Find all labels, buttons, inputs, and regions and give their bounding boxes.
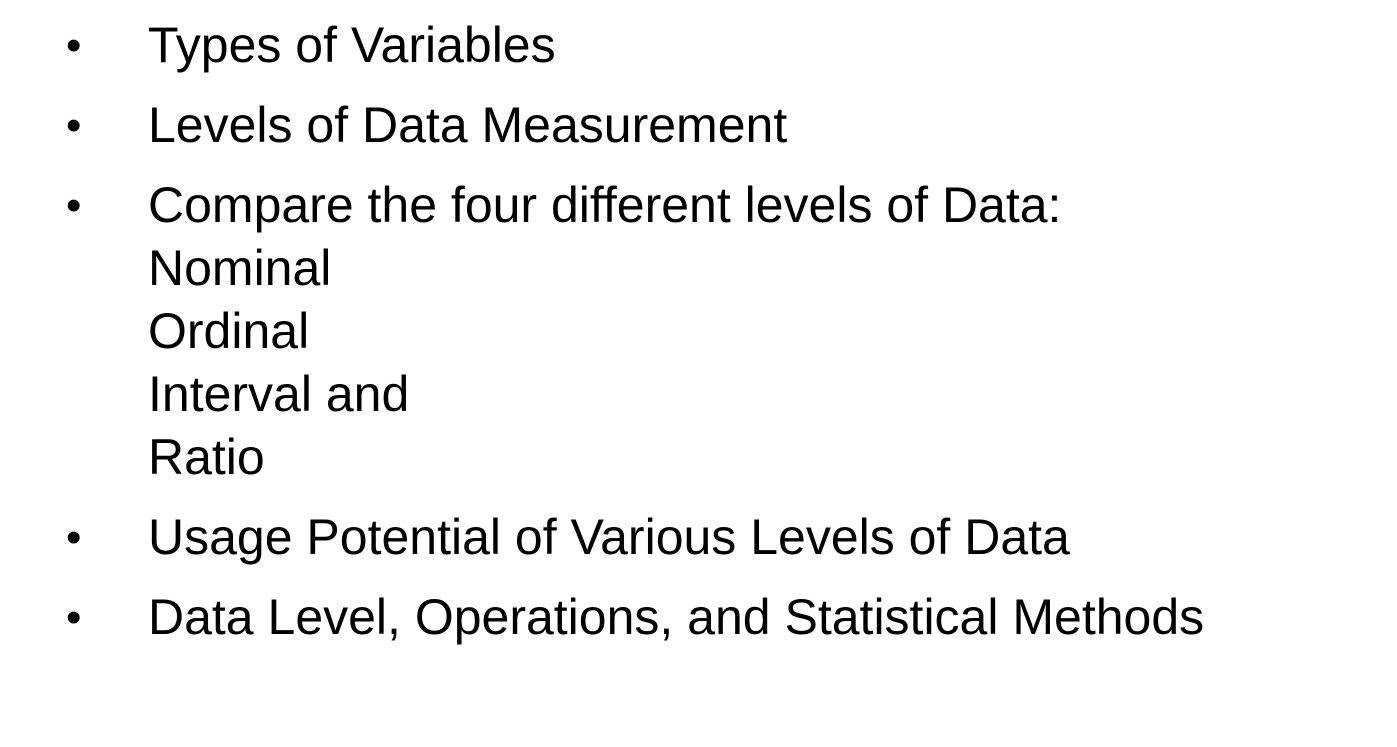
- level-interval: Interval and: [148, 366, 410, 422]
- bullet-text: Levels of Data Measurement: [148, 97, 788, 153]
- bullet-icon: •: [66, 181, 82, 230]
- bullet-item-levels-of-data: • Levels of Data Measurement: [66, 94, 1366, 157]
- bullet-text: Types of Variables: [148, 17, 556, 73]
- level-list: Nominal Ordinal Interval and Ratio: [148, 237, 1366, 489]
- bullet-item-types-of-variables: • Types of Variables: [66, 14, 1366, 77]
- bullet-text: Usage Potential of Various Levels of Dat…: [148, 509, 1070, 565]
- bullet-text: Data Level, Operations, and Statistical …: [148, 589, 1205, 645]
- bullet-icon: •: [66, 513, 82, 562]
- level-ordinal: Ordinal: [148, 303, 310, 359]
- bullet-icon: •: [66, 101, 82, 150]
- bullet-text: Compare the four different levels of Dat…: [148, 177, 1062, 233]
- bullet-list: • Types of Variables • Levels of Data Me…: [66, 14, 1366, 666]
- level-ratio: Ratio: [148, 429, 265, 485]
- bullet-icon: •: [66, 593, 82, 642]
- bullet-item-compare-levels: • Compare the four different levels of D…: [66, 174, 1366, 489]
- level-nominal: Nominal: [148, 240, 332, 296]
- bullet-item-data-level-operations: • Data Level, Operations, and Statistica…: [66, 586, 1366, 649]
- bullet-icon: •: [66, 21, 82, 70]
- bullet-item-usage-potential: • Usage Potential of Various Levels of D…: [66, 506, 1366, 569]
